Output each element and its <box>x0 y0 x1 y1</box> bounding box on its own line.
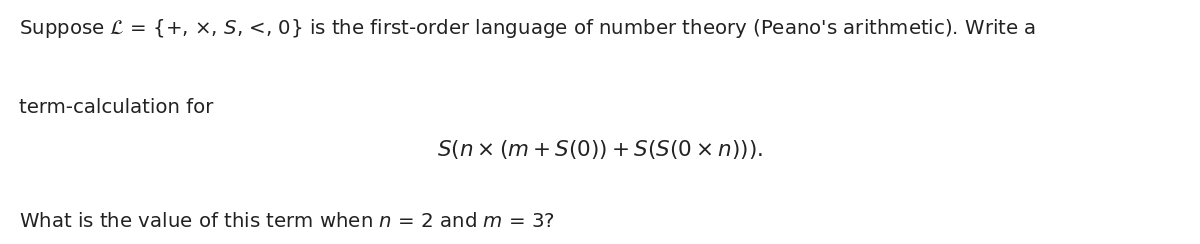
Text: term-calculation for: term-calculation for <box>19 98 214 117</box>
Text: $S(n \times (m + S(0)) + S(S(0 \times n))).$: $S(n \times (m + S(0)) + S(S(0 \times n)… <box>437 138 763 161</box>
Text: Suppose $\mathcal{L}$ = {+, $\times$, $S$, <, 0} is the first-order language of : Suppose $\mathcal{L}$ = {+, $\times$, $S… <box>19 17 1037 40</box>
Text: What is the value of this term when $n$ = 2 and $m$ = 3?: What is the value of this term when $n$ … <box>19 212 556 231</box>
